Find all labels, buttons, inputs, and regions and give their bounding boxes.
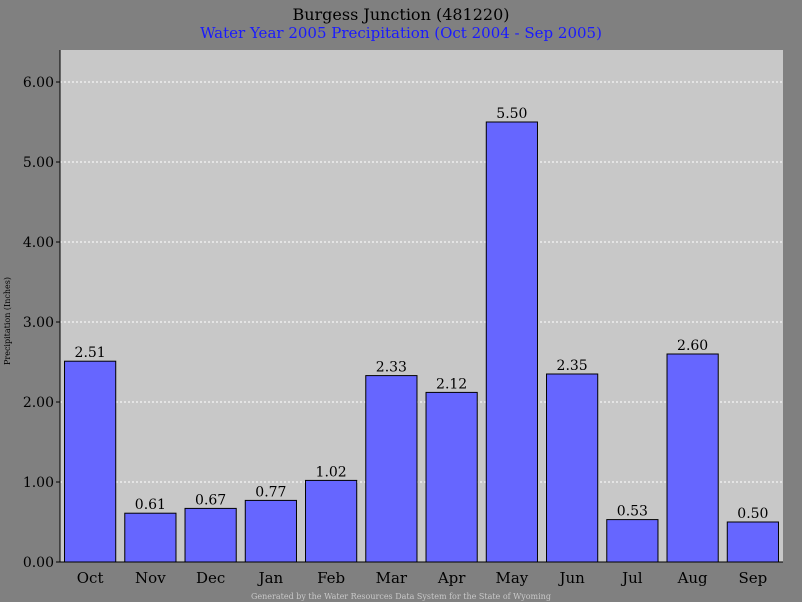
y-tick-label: 1.00 [23,475,54,491]
chart-title: Burgess Junction (481220) [292,5,510,24]
x-tick-label: Apr [437,569,466,587]
bar-jul [606,519,659,563]
plot-area [60,50,783,562]
bar-jan [244,499,297,563]
bar-value-label: 2.35 [557,358,588,374]
bar-value-label: 0.61 [135,497,166,513]
bar-jun [546,373,599,563]
bar-mar [365,375,418,563]
bar-value-label: 2.12 [436,376,467,392]
bar-value-label: 1.02 [316,464,347,480]
bar-value-label: 2.33 [376,360,407,376]
footer-credit: Generated by the Water Resources Data Sy… [251,592,551,601]
bar-may [485,121,538,563]
x-tick-label: Jun [557,569,585,587]
bar-value-label: 0.53 [617,504,648,520]
bar-value-label: 2.60 [677,338,708,354]
x-tick-label: May [495,569,528,587]
bar-oct [64,360,117,563]
x-tick-label: Jul [620,569,643,587]
x-axis-labels: Oct Nov Dec Jan Feb Mar Apr May Jun Jul Aug Sep [77,569,768,587]
y-tick-label: 5.00 [23,155,54,171]
y-tick-label: 3.00 [23,315,54,331]
chart-subtitle: Water Year 2005 Precipitation (Oct 2004 … [200,24,602,42]
x-tick-label: Mar [376,569,408,587]
x-tick-label: Nov [135,569,166,587]
bar-feb [305,479,358,563]
x-tick-label: Dec [196,569,225,587]
bars [64,121,779,563]
bar-nov [124,512,177,563]
bar-value-label: 0.67 [195,492,226,508]
y-tick-label: 2.00 [23,395,54,411]
y-axis-ticks: 0.00 1.00 2.00 3.00 4.00 5.00 6.00 [23,75,60,571]
x-tick-label: Feb [317,569,345,587]
bar-value-label: 5.50 [496,106,527,122]
value-labels: 2.51 0.61 0.67 0.77 1.02 2.33 2.12 5.50 2.35 0.53… [75,106,769,522]
bar-apr [425,391,478,563]
bar-value-label: 2.51 [75,345,106,361]
grid-lines [60,81,783,483]
bar-value-label: 0.77 [255,484,286,500]
bar-aug [666,353,719,563]
y-tick-label: 6.00 [23,75,54,91]
bar-dec [184,507,237,563]
x-tick-label: Sep [738,569,767,587]
x-tick-label: Aug [677,569,708,587]
x-tick-label: Jan [257,569,284,587]
x-tick-label: Oct [77,569,104,587]
bar-sep [726,521,779,563]
y-tick-label: 4.00 [23,235,54,251]
y-tick-label: 0.00 [23,555,54,571]
bar-value-label: 0.50 [737,506,768,522]
